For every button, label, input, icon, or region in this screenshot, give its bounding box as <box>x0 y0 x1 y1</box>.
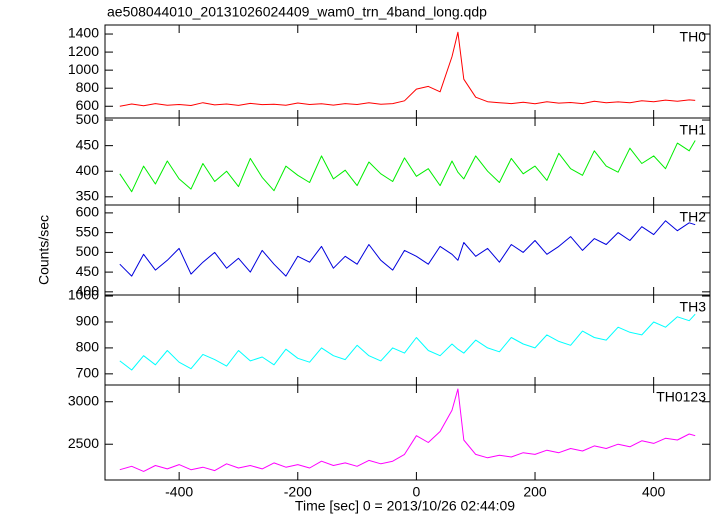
y-tick-label: 450 <box>76 136 100 152</box>
panel-label: TH0 <box>680 29 707 45</box>
y-tick-label: 350 <box>76 188 100 204</box>
x-tick-label: -400 <box>165 484 193 500</box>
y-tick-label: 2500 <box>68 435 99 451</box>
y-tick-label: 600 <box>76 204 100 220</box>
y-tick-label: 800 <box>76 339 100 355</box>
y-tick-label: 500 <box>76 243 100 259</box>
y-tick-label: 1000 <box>68 287 99 303</box>
panel-frame <box>104 384 711 481</box>
light-curve <box>119 388 696 472</box>
x-tick-label: 0 <box>412 484 420 500</box>
y-tick-label: 400 <box>76 162 100 178</box>
x-axis-label: Time [sec] 0 = 2013/10/26 02:44:09 <box>295 498 515 514</box>
x-tick-label: -200 <box>284 484 312 500</box>
chart-title: ae508044010_20131026024409_wam0_trn_4ban… <box>107 4 487 20</box>
y-axis-label: Counts/sec <box>36 215 52 285</box>
y-tick-label: 550 <box>76 223 100 239</box>
y-tick-label: 900 <box>76 313 100 329</box>
y-tick-label: 1200 <box>68 43 99 59</box>
panel-frame <box>104 117 711 206</box>
light-curve <box>119 31 696 107</box>
panel-label: TH3 <box>680 299 707 315</box>
light-curve <box>119 313 696 371</box>
panel-frame <box>104 204 711 296</box>
y-tick-label: 1000 <box>68 61 99 77</box>
y-tick-label: 1400 <box>68 25 99 41</box>
panel-label: TH2 <box>680 209 707 225</box>
y-tick-label: 500 <box>76 111 100 127</box>
y-tick-label: 400 <box>76 283 100 299</box>
y-tick-label: 700 <box>76 365 100 381</box>
panel-frame <box>104 294 711 386</box>
light-curve <box>119 140 696 193</box>
light-curve <box>119 220 696 277</box>
y-tick-label: 600 <box>76 97 100 113</box>
panel-label: TH1 <box>680 122 707 138</box>
panel-label: TH0123 <box>656 389 706 405</box>
x-tick-label: 400 <box>642 484 666 500</box>
y-tick-label: 800 <box>76 79 100 95</box>
y-tick-label: 450 <box>76 263 100 279</box>
y-tick-label: 3000 <box>68 392 99 408</box>
x-tick-label: 200 <box>523 484 547 500</box>
